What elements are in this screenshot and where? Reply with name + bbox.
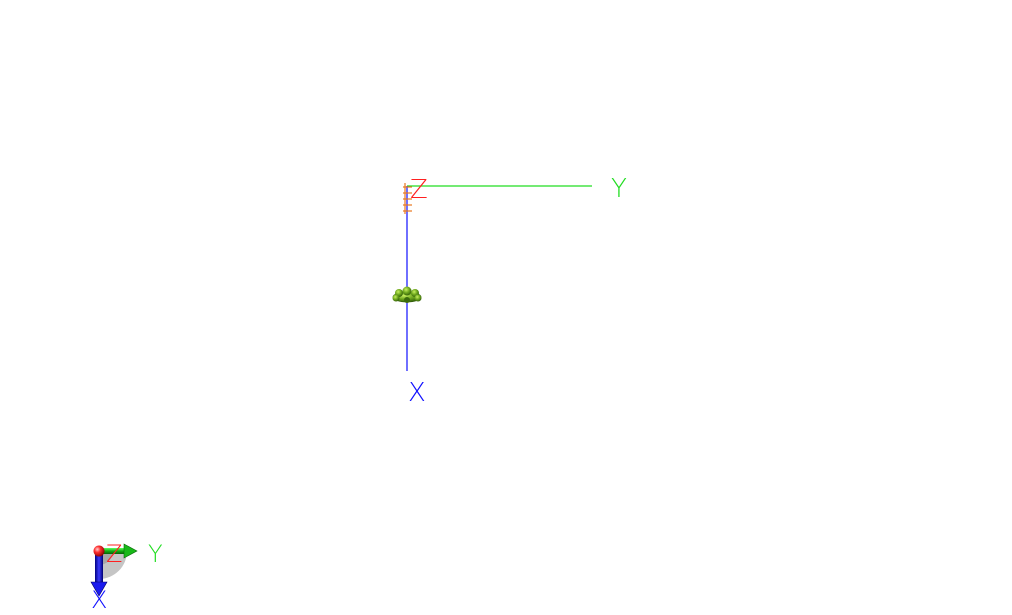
- orientation-gizmo[interactable]: Z Y X: [90, 540, 163, 614]
- gizmo-z-ball: [93, 545, 105, 557]
- green-molecule-model[interactable]: [392, 286, 422, 304]
- gizmo-y-label: Y: [148, 540, 163, 568]
- gizmo-x-label: X: [91, 586, 107, 614]
- gizmo-x-arrow: [90, 553, 108, 597]
- z-axis-label: Z: [410, 175, 428, 205]
- origin-ticks: [403, 183, 412, 214]
- scene-axes: Z Y X: [403, 174, 627, 408]
- x-axis-label: X: [408, 378, 426, 408]
- gizmo-z-label: Z: [106, 540, 122, 568]
- y-axis-label: Y: [611, 174, 627, 204]
- gizmo-y-arrow: [101, 543, 138, 559]
